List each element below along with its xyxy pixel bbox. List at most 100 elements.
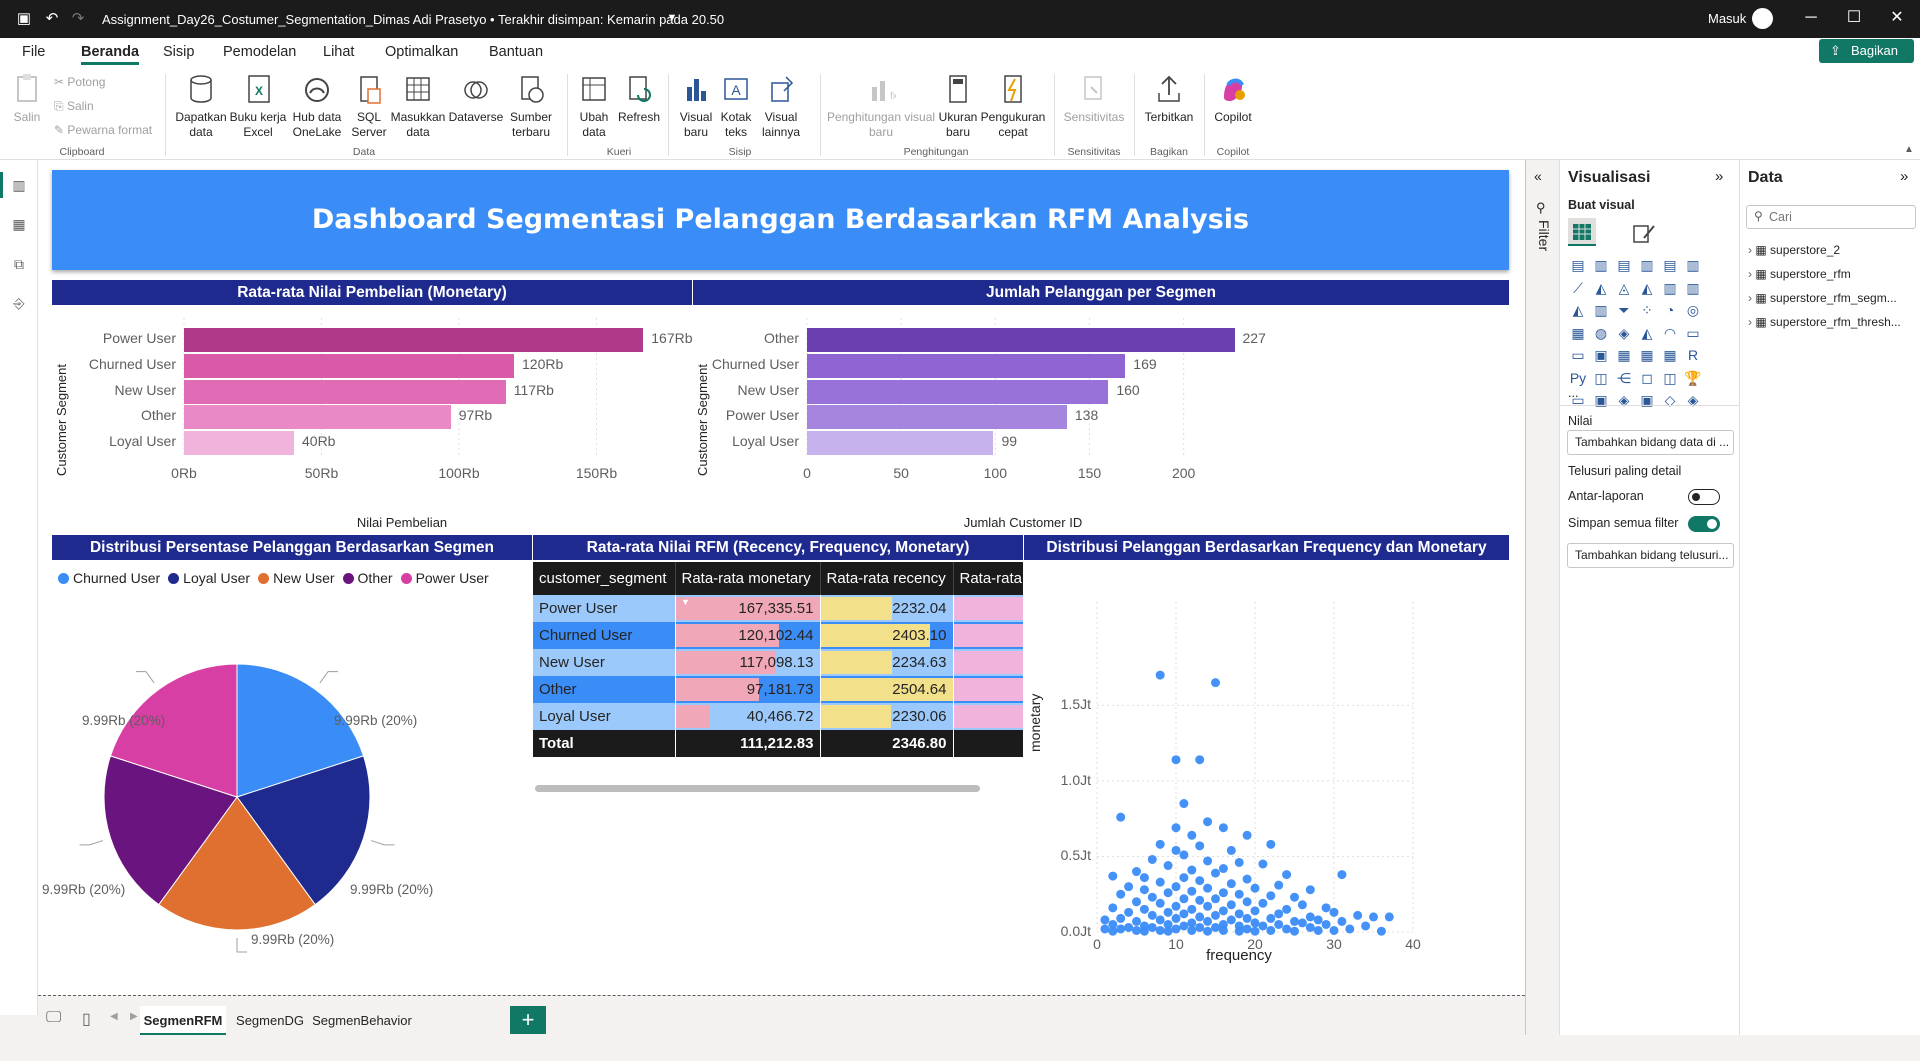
scatter-point[interactable] (1179, 850, 1189, 860)
table-item[interactable]: › ▦ superstore_rfm_segm... (1748, 291, 1897, 305)
scatter-point[interactable] (1187, 904, 1197, 914)
document-title[interactable]: Assignment_Day26_Costumer_Segmentation_D… (102, 12, 725, 27)
scatter-point[interactable] (1384, 912, 1394, 922)
scatter-point[interactable] (1195, 876, 1205, 886)
transform-data-button[interactable]: Ubah data (576, 73, 612, 140)
table-row[interactable]: New User 117,098.13 2234.63 (533, 649, 1023, 676)
visual-type-icon[interactable]: ▭ (1571, 392, 1585, 408)
column-header[interactable]: Rata-rata recency (820, 562, 954, 595)
visual-type-icon[interactable]: ◈ (1618, 324, 1630, 341)
scatter-point[interactable] (1187, 925, 1197, 935)
scatter-point[interactable] (1147, 892, 1157, 902)
scatter-point[interactable] (1337, 916, 1347, 926)
scatter-point[interactable] (1250, 926, 1260, 936)
dax-query-icon[interactable]: ⎆ (13, 295, 25, 311)
visual-type-icon[interactable]: ◈ (1687, 392, 1699, 408)
scatter-point[interactable] (1163, 907, 1173, 917)
scatter-point[interactable] (1218, 925, 1228, 935)
rfm-table[interactable]: customer_segment Rata-rata monetary Rata… (533, 562, 1023, 982)
scatter-point[interactable] (1163, 919, 1173, 929)
maximize-icon[interactable]: ☐ (1846, 9, 1862, 26)
menu-home[interactable]: Beranda (81, 42, 140, 65)
scatter-point[interactable] (1211, 868, 1220, 878)
scatter-point[interactable] (1147, 854, 1157, 864)
visual-type-icon[interactable]: ⟋ (1573, 279, 1583, 296)
visual-type-icon[interactable]: 🏆 (1684, 369, 1702, 386)
tab-segmenrfm[interactable]: SegmenRFM (140, 1006, 226, 1036)
visual-type-icon[interactable]: ▤ (1571, 257, 1585, 273)
tab-segmenbehavior[interactable]: SegmenBehavior (312, 1013, 412, 1028)
scatter-point[interactable] (1305, 885, 1315, 895)
column-header[interactable]: Rata-rata fr (953, 562, 1023, 595)
visual-type-icon[interactable]: ◈ (1618, 392, 1630, 408)
scatter-point[interactable] (1124, 907, 1134, 917)
table-item[interactable]: › ▦ superstore_2 (1748, 243, 1841, 257)
scatter-point[interactable] (1266, 891, 1276, 901)
visual-type-icon[interactable]: ▤ (1617, 257, 1631, 273)
scatter-point[interactable] (1234, 889, 1244, 899)
visual-type-icon[interactable]: ◎ (1686, 302, 1700, 318)
visual-type-icon[interactable]: ◔ (1665, 302, 1675, 318)
collapse-ribbon-icon[interactable]: ▲ (1904, 144, 1914, 155)
menu-file[interactable]: File (22, 44, 46, 60)
scatter-point[interactable] (1163, 926, 1173, 936)
build-visual-tab[interactable] (1568, 218, 1596, 246)
menu-modeling[interactable]: Pemodelan (223, 44, 297, 60)
scatter-point[interactable] (1124, 922, 1134, 932)
scatter-point[interactable] (1155, 839, 1165, 849)
scatter-point[interactable] (1282, 904, 1292, 914)
visual-type-icon[interactable]: ▥ (1640, 257, 1654, 273)
minimize-icon[interactable]: ─ (1805, 9, 1817, 26)
scatter-point[interactable] (1337, 870, 1347, 880)
scatter-point[interactable] (1108, 871, 1118, 881)
scatter-point[interactable] (1218, 888, 1228, 898)
paste-button[interactable]: Salin (12, 73, 42, 125)
scatter-point[interactable] (1290, 926, 1299, 936)
scatter-point[interactable] (1171, 845, 1181, 855)
scatter-point[interactable] (1321, 903, 1331, 913)
frequency-monetary-scatter[interactable]: monetary frequency 0 10 20 30 40 0.0Jt 0.5Jt 1.… (1024, 562, 1509, 982)
visual-type-icon[interactable]: ▥ (1594, 302, 1608, 318)
scatter-point[interactable] (1329, 925, 1339, 935)
visual-type-icon[interactable]: ▣ (1640, 392, 1654, 408)
mobile-layout-icon[interactable]: ▯ (82, 1011, 91, 1028)
collapse-icon[interactable]: » (1715, 168, 1724, 185)
scatter-point[interactable] (1211, 678, 1220, 688)
scatter-point[interactable] (1203, 901, 1213, 911)
scatter-point[interactable] (1179, 921, 1189, 931)
scatter-point[interactable] (1376, 926, 1386, 936)
scatter-point[interactable] (1116, 924, 1126, 934)
scatter-point[interactable] (1274, 880, 1284, 890)
scatter-point[interactable] (1108, 919, 1118, 929)
keep-filters-toggle[interactable] (1688, 516, 1720, 532)
onelake-button[interactable]: Hub data OneLake (288, 73, 346, 140)
visual-type-icon[interactable]: ▥ (1663, 279, 1677, 296)
drill-well[interactable]: Tambahkan bidang telusuri... (1567, 543, 1734, 568)
scatter-point[interactable] (1163, 888, 1173, 898)
visual-type-icon[interactable]: ▭ (1571, 347, 1585, 363)
enter-data-button[interactable]: Masukkan data (390, 73, 446, 140)
scatter-point[interactable] (1226, 915, 1236, 925)
sql-server-button[interactable]: SQL Server (350, 73, 388, 140)
scatter-point[interactable] (1139, 885, 1149, 895)
scatter-point[interactable] (1132, 867, 1141, 877)
copilot-button[interactable]: Copilot (1210, 73, 1256, 125)
scatter-point[interactable] (1226, 879, 1236, 889)
table-item[interactable]: › ▦ superstore_rfm (1748, 267, 1851, 281)
visual-type-icon[interactable]: ▦ (1663, 347, 1677, 363)
scatter-point[interactable] (1345, 924, 1355, 934)
scatter-point[interactable] (1274, 919, 1284, 929)
scatter-point[interactable] (1163, 861, 1173, 871)
new-measure-button[interactable]: Ukuran baru (938, 73, 978, 140)
legend-item[interactable]: Churned User (58, 570, 160, 586)
copy-button[interactable]: ⎘ Salin (54, 99, 94, 113)
report-view-icon[interactable]: ▥ (12, 177, 26, 193)
visual-type-icon[interactable]: ▥ (1686, 257, 1700, 273)
scatter-point[interactable] (1234, 909, 1244, 919)
bar[interactable] (184, 353, 514, 378)
scatter-point[interactable] (1369, 912, 1378, 922)
scatter-point[interactable] (1155, 670, 1165, 680)
visual-calc-button[interactable]: fx Penghitungan visual baru (826, 73, 936, 140)
bar[interactable] (184, 379, 506, 404)
scatter-point[interactable] (1242, 874, 1252, 884)
